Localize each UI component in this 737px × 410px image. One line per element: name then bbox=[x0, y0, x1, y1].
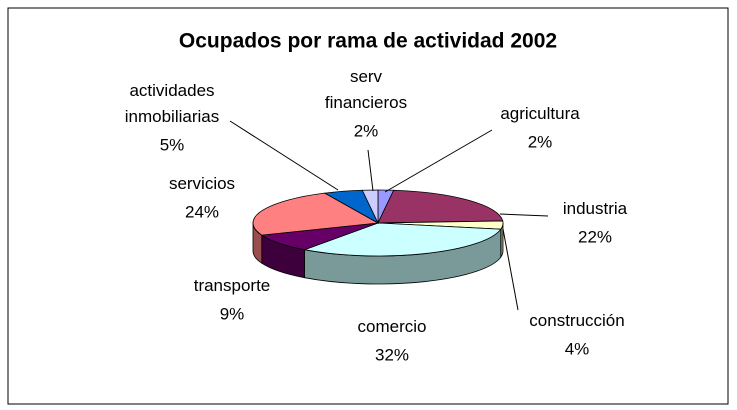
slice-value-label: 22% bbox=[578, 227, 612, 246]
chart-title: Ocupados por rama de actividad 2002 bbox=[179, 30, 557, 53]
slice-label: serv financieros bbox=[325, 67, 407, 112]
slice-label: construcción bbox=[529, 311, 624, 330]
slice-value-label: 24% bbox=[185, 202, 219, 221]
leader-line bbox=[384, 129, 493, 193]
slice-label: servicios bbox=[169, 174, 235, 193]
slice-value-label: 4% bbox=[565, 339, 590, 358]
slice bbox=[252, 192, 380, 236]
slice-value-label: 9% bbox=[220, 304, 245, 323]
leader-line bbox=[502, 228, 519, 311]
slice bbox=[361, 189, 379, 224]
leader-line bbox=[499, 213, 549, 217]
slice-label: actividades inmobiliarias bbox=[125, 81, 219, 126]
slice-label: industria bbox=[563, 199, 628, 218]
slice bbox=[377, 189, 504, 224]
slice-label: comercio bbox=[358, 317, 427, 336]
slice-value-label: 2% bbox=[528, 132, 553, 151]
slice-value-label: 5% bbox=[160, 135, 185, 154]
leader-line bbox=[367, 149, 374, 192]
slice-value-label: 32% bbox=[375, 345, 409, 364]
slice-label: transporte bbox=[194, 276, 271, 295]
slice-value-label: 2% bbox=[354, 121, 379, 140]
slice-label: agricultura bbox=[500, 104, 580, 123]
leader-line bbox=[229, 120, 339, 191]
slice bbox=[303, 222, 502, 257]
